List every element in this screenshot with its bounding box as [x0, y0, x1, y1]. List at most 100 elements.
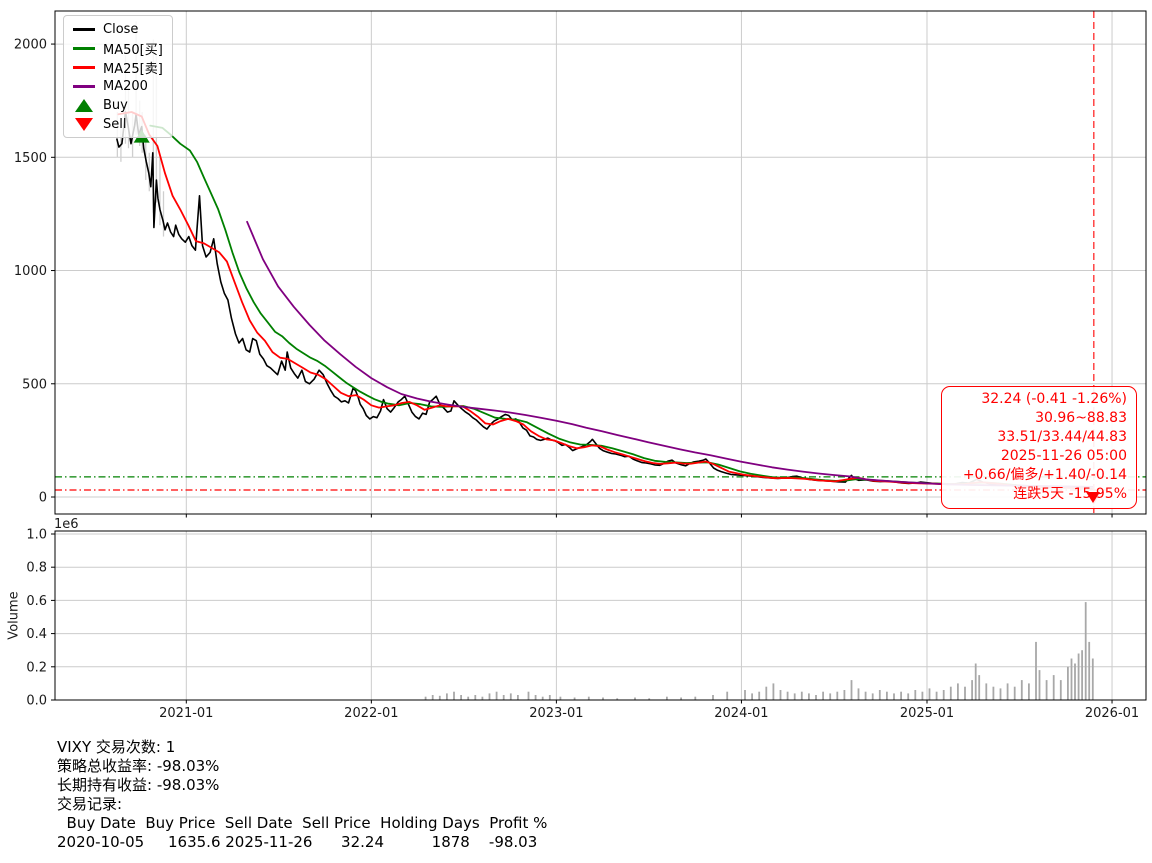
trade-table-row: 2020-10-05 1635.6 2025-11-26 32.24 1878 …	[57, 833, 538, 851]
volume-bar	[474, 695, 477, 700]
volume-bar	[712, 695, 714, 700]
volume-bar	[978, 675, 981, 700]
volume-bar	[648, 698, 651, 700]
volume-bar	[921, 691, 924, 700]
volume-bar	[1052, 675, 1055, 700]
volume-bar	[1028, 683, 1030, 700]
x-tick-label: 2023-01	[529, 706, 583, 721]
volume-bar	[1013, 686, 1016, 700]
annotation-ma-line: 33.51/33.44/44.83	[997, 429, 1127, 445]
legend-marker-swatch	[73, 99, 95, 112]
volume-bar	[517, 695, 519, 700]
volume-bar	[1038, 670, 1041, 700]
volume-bar	[786, 691, 789, 700]
volume-bar	[793, 693, 796, 700]
volume-bar	[1045, 680, 1048, 700]
legend-item-buy: Buy	[73, 96, 166, 115]
legend: Close MA50[买] MA25[卖] MA200 Buy Sell	[63, 15, 173, 138]
x-tick-label: 2025-01	[900, 706, 954, 721]
ma25-line	[117, 111, 1095, 491]
annotation-date-line: 2025-11-26 05:00	[1000, 448, 1127, 464]
volume-bar	[1074, 663, 1076, 700]
volume-bar	[758, 691, 761, 700]
volume-bar	[509, 693, 512, 700]
buy-triangle-icon	[75, 99, 93, 112]
legend-item-close: Close	[73, 20, 166, 39]
volume-bar	[751, 693, 753, 700]
legend-item-ma50: MA50[买]	[73, 39, 166, 58]
volume-bar	[680, 697, 682, 700]
volume-bar	[843, 690, 846, 700]
volume-y-tick-label: 0.0	[26, 694, 47, 709]
volume-plot-border	[54, 530, 1147, 701]
volume-bar	[992, 686, 995, 700]
volume-bar	[864, 691, 867, 700]
annotation-price-line: 32.24 (-0.41 -1.26%)	[981, 391, 1127, 407]
volume-bar	[765, 686, 768, 700]
volume-bar	[1077, 653, 1080, 700]
volume-bar	[1070, 658, 1073, 700]
volume-bar	[1067, 666, 1069, 700]
stats-hold-return: 长期持有收益: -98.03%	[57, 776, 220, 794]
volume-y-tick-label: 0.8	[26, 561, 47, 576]
volume-bar	[694, 696, 697, 700]
volume-bar	[502, 695, 505, 700]
volume-bar	[453, 691, 455, 700]
volume-bar	[744, 690, 746, 700]
volume-bar	[527, 691, 530, 700]
volume-bar	[857, 688, 860, 700]
volume-y-tick-label: 0.4	[26, 627, 47, 642]
volume-bar	[836, 691, 839, 700]
volume-bar	[1091, 658, 1094, 700]
volume-bar	[815, 695, 817, 700]
legend-label: MA25[卖]	[103, 62, 163, 77]
sell-triangle-icon	[75, 118, 93, 131]
legend-marker-swatch	[73, 118, 95, 131]
volume-bar	[424, 696, 427, 700]
annotation-range-line: 30.96~88.83	[1035, 410, 1127, 426]
volume-bar	[666, 696, 668, 700]
volume-bar	[850, 680, 853, 700]
volume-bar	[985, 683, 988, 700]
volume-y-tick-label: 0.2	[26, 660, 47, 675]
stats-strategy-return: 策略总收益率: -98.03%	[57, 757, 220, 775]
legend-line-swatch	[73, 85, 95, 88]
volume-bar	[829, 693, 832, 700]
price-y-tick-label: 1500	[14, 151, 47, 166]
volume-bar	[467, 696, 470, 700]
volume-axis-offset-label: 1e6	[54, 517, 79, 532]
volume-bar	[928, 688, 931, 700]
volume-bar	[1035, 641, 1037, 700]
x-tick-label: 2026-01	[1085, 706, 1139, 721]
legend-line-swatch	[73, 47, 95, 50]
volume-bar	[634, 697, 636, 700]
legend-label: MA200	[103, 79, 148, 94]
volume-bar	[548, 695, 551, 700]
volume-bar	[587, 696, 590, 700]
volume-bar	[914, 690, 917, 700]
volume-bar	[726, 691, 729, 700]
volume-bar	[964, 686, 966, 700]
volume-bar	[1059, 680, 1062, 700]
legend-label: Sell	[103, 117, 127, 132]
x-tick-label: 2022-01	[344, 706, 398, 721]
volume-y-tick-label: 0.6	[26, 594, 47, 609]
volume-bar	[573, 697, 576, 700]
sell-marker-icon	[1086, 492, 1100, 503]
volume-bar	[541, 696, 544, 700]
volume-bar	[438, 695, 441, 700]
volume-bar	[974, 663, 977, 700]
price-y-tick-label: 2000	[14, 38, 47, 53]
volume-bar	[602, 697, 604, 700]
volume-bar	[886, 691, 888, 700]
x-tick-label: 2021-01	[159, 706, 213, 721]
annotation-streak-line: 连跌5天 -15.95%	[1013, 486, 1127, 502]
volume-bar	[907, 693, 910, 700]
volume-bar	[1006, 683, 1009, 700]
volume-y-tick-label: 1.0	[26, 527, 47, 542]
volume-bar	[949, 686, 952, 700]
volume-bar	[534, 695, 537, 700]
legend-item-ma25: MA25[卖]	[73, 58, 166, 77]
